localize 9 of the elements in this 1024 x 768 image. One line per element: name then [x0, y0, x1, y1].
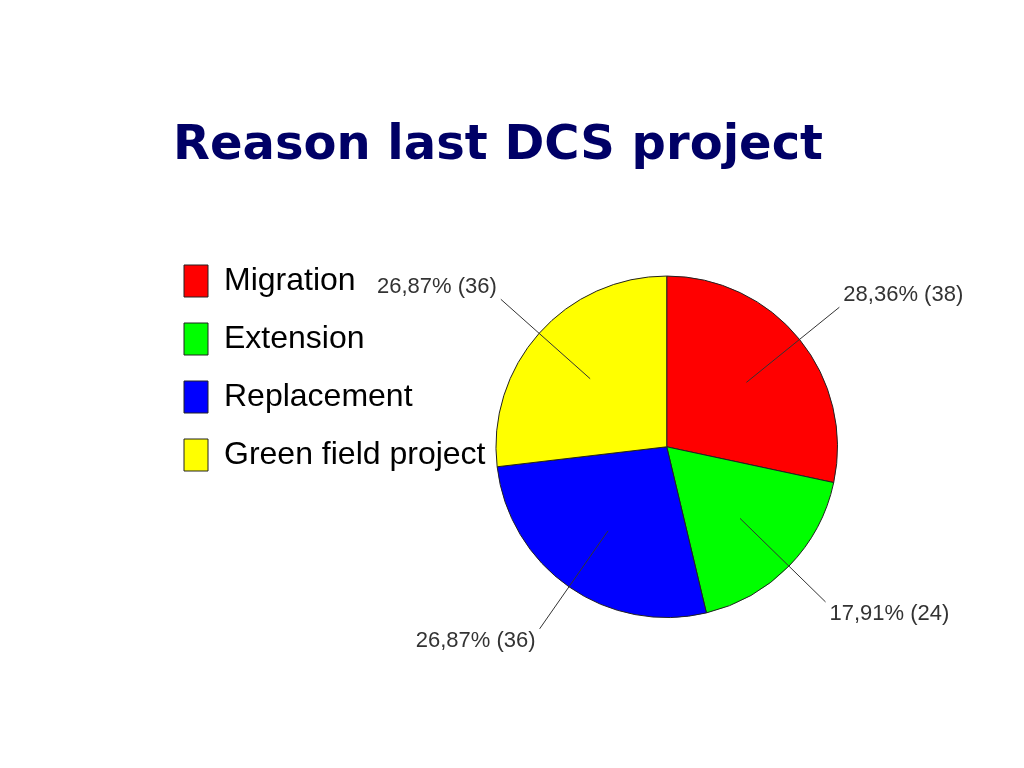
data-label: 17,91% (24) — [829, 599, 950, 625]
data-label: 26,87% (36) — [376, 273, 497, 299]
legend-label: Replacement — [224, 376, 413, 413]
data-label: 26,87% (36) — [415, 626, 536, 652]
legend-label: Migration — [224, 260, 356, 297]
chart-title: Reason last DCS project — [172, 114, 824, 171]
legend-label: Extension — [224, 318, 365, 355]
legend-label: Green field project — [224, 434, 486, 471]
data-label: 28,36% (38) — [843, 281, 964, 307]
